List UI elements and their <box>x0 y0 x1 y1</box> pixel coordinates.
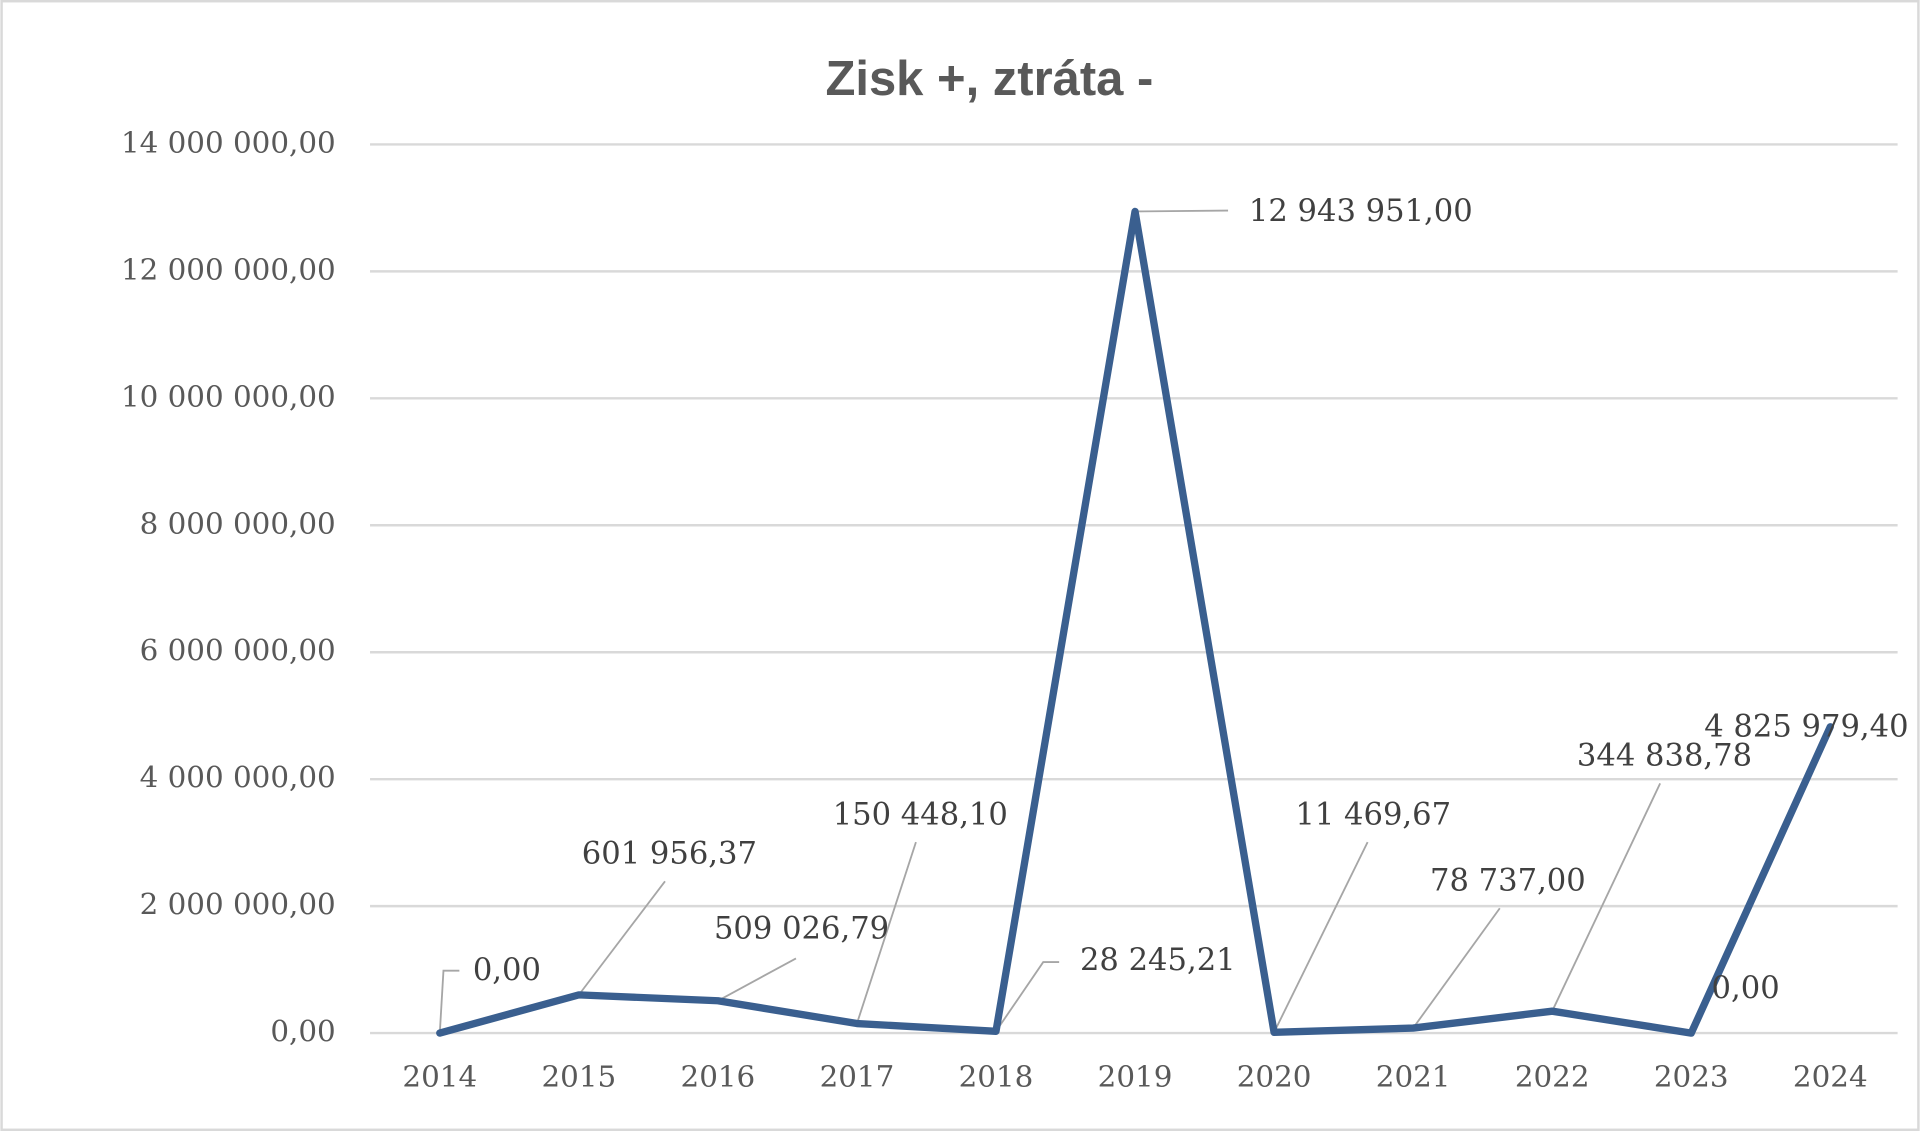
y-tick-label: 12 000 000,00 <box>121 252 336 286</box>
data-label: 509 026,79 <box>714 911 889 946</box>
x-tick-label: 2022 <box>1515 1059 1590 1093</box>
x-tick-label: 2020 <box>1237 1059 1312 1093</box>
chart-title: Zisk +, ztráta - <box>825 52 1153 106</box>
data-label: 12 943 951,00 <box>1249 194 1473 229</box>
data-label: 0,00 <box>473 953 541 988</box>
y-tick-label: 14 000 000,00 <box>121 125 336 159</box>
x-tick-label: 2021 <box>1376 1059 1451 1093</box>
leader-line <box>1135 209 1229 213</box>
leader-line <box>717 957 797 1002</box>
y-tick-label: 0,00 <box>270 1014 335 1048</box>
x-tick-label: 2016 <box>681 1059 756 1093</box>
leader-line <box>1551 782 1661 1012</box>
data-label: 4 825 979,40 <box>1704 709 1908 744</box>
series-line <box>436 207 1834 1037</box>
data-label: 601 956,37 <box>582 837 757 872</box>
leader-line <box>856 841 917 1024</box>
x-tick-label: 2015 <box>541 1059 616 1093</box>
x-tick-label: 2019 <box>1098 1059 1173 1093</box>
y-tick-label: 8 000 000,00 <box>140 506 336 540</box>
leader-line <box>995 961 1060 1032</box>
data-label: 11 469,67 <box>1295 797 1451 832</box>
y-tick-label: 4 000 000,00 <box>140 760 336 794</box>
leader-line <box>578 880 666 996</box>
x-tick-label: 2024 <box>1793 1059 1868 1093</box>
y-tick-label: 2 000 000,00 <box>140 887 336 921</box>
x-tick-label: 2017 <box>820 1059 895 1093</box>
data-label: 344 838,78 <box>1577 739 1752 774</box>
data-label: 78 737,00 <box>1430 864 1586 899</box>
data-label: 150 448,10 <box>833 797 1008 832</box>
y-tick-label: 10 000 000,00 <box>121 379 336 413</box>
leader-line <box>1273 841 1369 1033</box>
leader-line <box>438 969 460 1034</box>
leader-line <box>1412 907 1501 1029</box>
data-label: 0,00 <box>1712 971 1780 1006</box>
data-label: 28 245,21 <box>1080 943 1236 978</box>
y-tick-label: 6 000 000,00 <box>140 633 336 667</box>
x-tick-label: 2018 <box>959 1059 1034 1093</box>
x-tick-label: 2023 <box>1654 1059 1729 1093</box>
x-tick-label: 2014 <box>402 1059 477 1093</box>
